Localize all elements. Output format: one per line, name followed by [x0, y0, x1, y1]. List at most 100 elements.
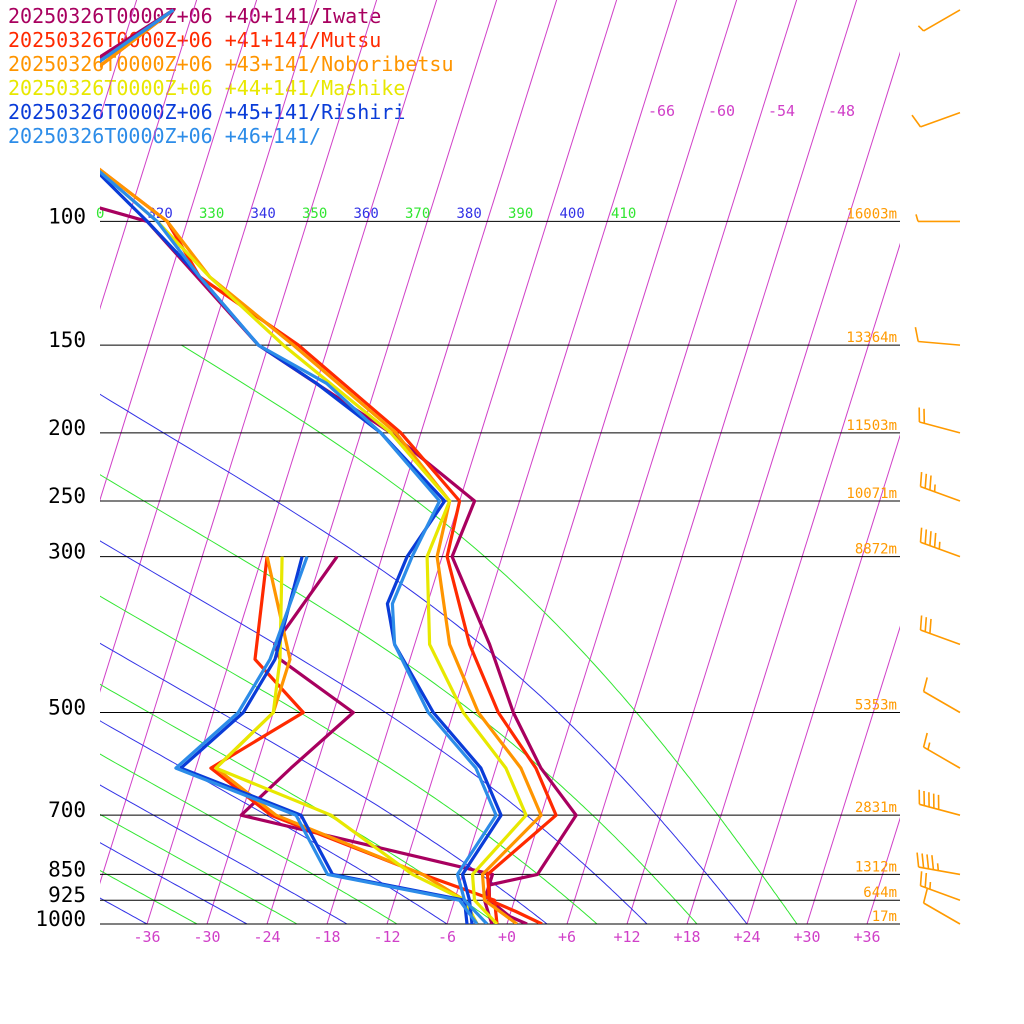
pressure-tick-label: 700: [48, 798, 86, 822]
wind-barb-staff: [918, 340, 961, 346]
isotherm-line: [446, 0, 738, 924]
wind-barb: [918, 789, 961, 816]
temperature-tick-label: +30: [793, 928, 820, 946]
legend-entry-mutsu: 20250326T0000Z+06 +41+141/Mutsu: [8, 28, 382, 52]
theta-label: 0: [96, 206, 104, 222]
legend-entry-iwate: 20250326T0000Z+06 +40+141/Iwate: [8, 4, 382, 28]
wind-barb-flag: [924, 872, 928, 888]
theta-label: 340: [251, 206, 276, 222]
pressure-tick-label: 500: [48, 695, 86, 719]
isotherm-line: [100, 0, 378, 885]
isotherm-line: [100, 0, 138, 119]
wind-barb-half-flag: [938, 541, 941, 550]
upper-isotherm-label: -54: [768, 102, 795, 120]
wind-barb-flag: [919, 871, 923, 886]
pressure-tick-label: 1000: [35, 907, 86, 931]
wind-barb-flag: [919, 615, 923, 631]
temperature-tick-label: -30: [193, 928, 220, 946]
dewpoint-line: [214, 556, 479, 924]
moist-adiabat-line: [100, 869, 198, 924]
moist-adiabat-lines: [100, 344, 798, 924]
moist-adiabat-line: [100, 842, 248, 924]
pressure-tick-label: 925: [48, 883, 86, 907]
legend-entry-46-141: 20250326T0000Z+06 +46+141/: [8, 124, 322, 148]
height-label: 11503m: [846, 418, 897, 434]
wind-barb: [922, 732, 961, 769]
pressure-tick-label: 850: [48, 857, 86, 881]
theta-label: 360: [354, 206, 379, 222]
pressure-tick-label: 150: [48, 328, 86, 352]
wind-barb-staff: [920, 485, 961, 502]
temperature-tick-label: +36: [853, 928, 880, 946]
temperature-tick-label: -6: [438, 928, 456, 946]
temperature-tick-label: -24: [253, 928, 280, 946]
wind-barb-flag: [926, 854, 930, 869]
wind-barb-flag: [922, 677, 928, 692]
moist-adiabat-line: [100, 595, 598, 924]
wind-barb-flag: [914, 327, 919, 342]
isotherm-line: [626, 51, 900, 924]
moist-adiabat-line: [100, 813, 298, 924]
wind-barb-staff: [919, 421, 961, 434]
height-label: 644m: [863, 885, 897, 901]
legend-entry-noboribetsu: 20250326T0000Z+06 +43+141/Noboribetsu: [8, 52, 454, 76]
temperature-tick-label: -18: [313, 928, 340, 946]
isotherm-line: [866, 817, 900, 924]
theta-label: 380: [457, 206, 482, 222]
wind-barb-staff: [919, 803, 961, 816]
wind-barb-flag: [922, 732, 928, 748]
theta-label: 390: [508, 206, 533, 222]
wind-barb-flag: [911, 114, 922, 128]
height-label: 8872m: [855, 542, 897, 558]
wind-barb-flag: [924, 529, 928, 545]
height-label: 16003m: [846, 206, 897, 222]
wind-barb: [917, 9, 961, 32]
temperature-tick-label: -36: [133, 928, 160, 946]
wind-barb: [916, 852, 961, 876]
wind-barb-half-flag: [933, 484, 936, 492]
isotherm-line: [206, 0, 498, 924]
pressure-tick-label: 250: [48, 484, 86, 508]
wind-barb: [918, 407, 961, 434]
sounding-series: [100, 8, 578, 924]
wind-barb: [915, 214, 960, 223]
isotherm-line: [100, 0, 318, 693]
wind-barb-staff: [920, 629, 961, 646]
temperature-tick-label: +6: [558, 928, 576, 946]
wind-barb-staff: [920, 885, 961, 901]
moist-adiabat-line: [100, 720, 448, 924]
moist-adiabat-line: [181, 344, 798, 924]
moist-adiabat-line: [100, 393, 748, 924]
temperature-line: [100, 8, 528, 924]
wind-barb: [922, 888, 961, 925]
height-label: 2831m: [855, 800, 897, 816]
wind-barb-flag: [924, 473, 928, 489]
theta-label: 400: [560, 206, 585, 222]
moist-adiabat-line: [100, 784, 348, 924]
wind-barb: [922, 677, 961, 714]
dewpoint-line: [174, 556, 479, 924]
pressure-tick-label: 300: [48, 540, 86, 564]
wind-barb-half-flag: [917, 25, 925, 32]
upper-isotherm-label: -60: [708, 102, 735, 120]
isotherm-line: [386, 0, 678, 924]
wind-barb-staff: [923, 9, 961, 32]
wind-barb-flag: [933, 532, 937, 548]
theta-label: 410: [611, 206, 636, 222]
isotherm-line: [686, 242, 900, 924]
legend-entry-mashike: 20250326T0000Z+06 +44+141/Mashike: [8, 76, 406, 100]
upper-isotherm-label: -66: [648, 102, 675, 120]
moist-adiabat-line: [100, 753, 398, 924]
wind-barb-flag: [924, 617, 928, 632]
height-label: 13364m: [846, 330, 897, 346]
temperature-line: [100, 8, 543, 924]
theta-label: 370: [405, 206, 430, 222]
theta-label: 350: [302, 206, 327, 222]
wind-barb-flag: [929, 475, 932, 491]
moist-adiabat-line: [100, 474, 698, 924]
wind-barb: [914, 327, 961, 346]
wind-barbs: [911, 9, 961, 925]
temperature-tick-label: +24: [733, 928, 760, 946]
wind-barb-half-flag: [936, 863, 940, 871]
temperature-tick-label: -12: [373, 928, 400, 946]
